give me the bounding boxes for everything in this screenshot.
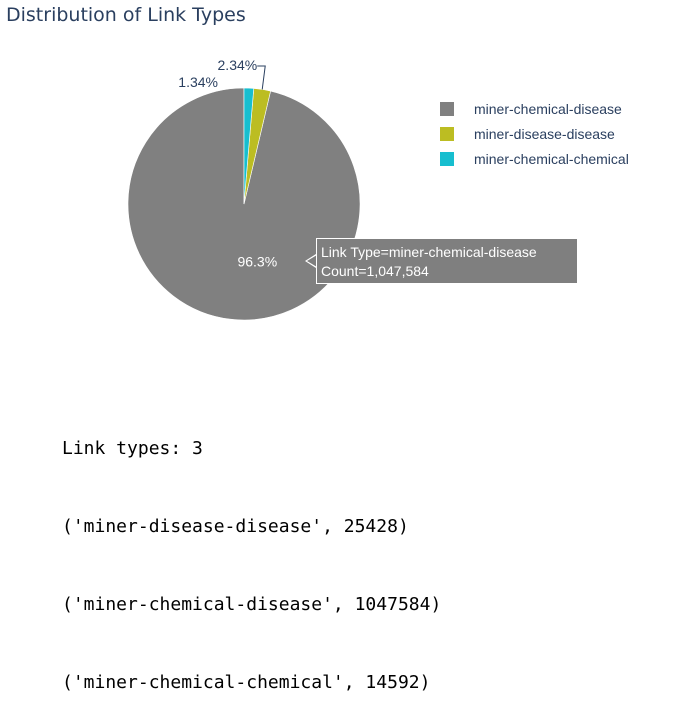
legend-label: miner-chemical-chemical: [474, 150, 629, 167]
cell-output: Link types: 3 ('miner-disease-disease', …: [62, 384, 441, 722]
leader-line: [257, 65, 266, 90]
tooltip-link-type: Link Type=miner-chemical-disease: [321, 244, 537, 260]
pie-slice-miner-chemical-chemical[interactable]: [243, 87, 255, 205]
legend: miner-chemical-disease miner-disease-dis…: [440, 96, 629, 171]
slice-label: 1.34%: [178, 74, 218, 90]
legend-swatch: [440, 151, 454, 166]
legend-item[interactable]: miner-chemical-chemical: [440, 146, 629, 171]
hover-tooltip: Link Type=miner-chemical-disease Count=1…: [316, 238, 578, 284]
output-line: ('miner-disease-disease', 25428): [62, 516, 409, 537]
output-line: ('miner-chemical-chemical', 14592): [62, 672, 431, 693]
tooltip-arrow-inner: [307, 255, 317, 267]
output-line: ('miner-chemical-disease', 1047584): [62, 594, 442, 615]
legend-label: miner-chemical-disease: [474, 100, 622, 117]
legend-label: miner-disease-disease: [474, 125, 615, 142]
pie-chart[interactable]: 96.3% 2.34%1.34%: [0, 0, 698, 340]
output-line: Link types: 3: [62, 438, 203, 459]
chart-title: Distribution of Link Types: [6, 4, 246, 26]
legend-item[interactable]: miner-disease-disease: [440, 121, 629, 146]
slice-label: 96.3%: [237, 254, 277, 270]
tooltip-count: Count=1,047,584: [321, 263, 429, 279]
slice-label: 2.34%: [218, 57, 258, 73]
legend-swatch: [440, 126, 454, 141]
legend-swatch: [440, 101, 454, 116]
legend-item[interactable]: miner-chemical-disease: [440, 96, 629, 121]
